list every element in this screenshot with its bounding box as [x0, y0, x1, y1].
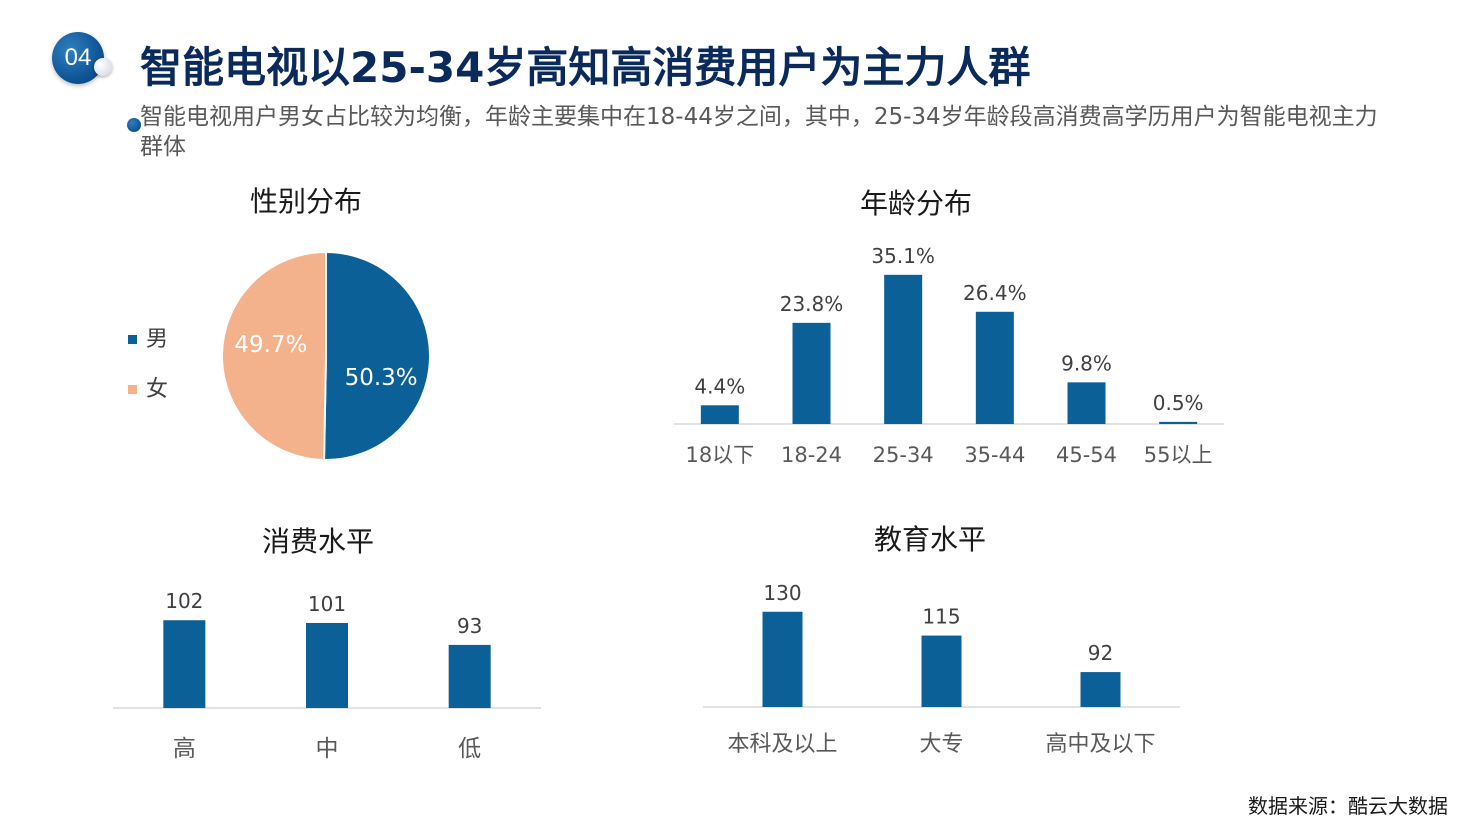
- legend-label-female: 女: [146, 377, 168, 402]
- legend-marker-female: [128, 385, 137, 394]
- consumption-bar: [448, 644, 491, 708]
- age-bar: [1067, 382, 1106, 424]
- age-chart-title: 年龄分布: [860, 187, 973, 220]
- legend-marker-male: [128, 335, 137, 344]
- age-bar: [884, 274, 923, 424]
- consumption-category-label: 高: [173, 736, 196, 762]
- age-category-label: 18-24: [781, 443, 842, 467]
- education-chart-title: 教育水平: [874, 523, 987, 556]
- badge-small-dot-icon: [127, 118, 141, 132]
- data-source: 数据来源：酷云大数据: [1248, 794, 1448, 818]
- age-data-label: 0.5%: [1153, 391, 1204, 415]
- age-data-label: 35.1%: [871, 244, 935, 268]
- education-data-label: 92: [1088, 641, 1113, 665]
- age-data-label: 9.8%: [1061, 351, 1112, 375]
- consumption-data-label: 93: [457, 614, 482, 638]
- age-category-label: 55以上: [1144, 443, 1213, 467]
- age-data-label: 26.4%: [963, 281, 1027, 305]
- age-category-label: 25-34: [873, 443, 934, 467]
- page-title: 智能电视以25-34岁高知高消费用户为主力人群: [140, 43, 1031, 92]
- age-bar: [792, 322, 831, 424]
- consumption-data-label: 101: [308, 592, 346, 616]
- consumption-category-label: 中: [316, 736, 339, 762]
- education-data-label: 130: [763, 581, 801, 605]
- consumption-bar: [306, 622, 348, 708]
- consumption-category-label: 低: [458, 736, 481, 762]
- consumption-data-label: 102: [165, 589, 203, 613]
- age-category-label: 35-44: [964, 443, 1025, 467]
- education-category-label: 本科及以上: [727, 732, 837, 757]
- age-category-label: 45-54: [1056, 443, 1117, 467]
- education-bar: [921, 635, 962, 707]
- pie-slice-male: [323, 250, 431, 461]
- age-bar: [700, 405, 739, 424]
- pie-slice-female: [221, 250, 327, 462]
- age-data-label: 23.8%: [780, 292, 844, 316]
- education-bar: [1080, 672, 1121, 707]
- education-category-label: 大专: [919, 732, 963, 757]
- gender-chart-title: 性别分布: [250, 185, 363, 218]
- age-category-label: 18以下: [685, 443, 754, 467]
- badge-dot-icon: [94, 58, 112, 76]
- education-data-label: 115: [922, 605, 960, 629]
- education-bar: [762, 611, 803, 707]
- age-bar: [1159, 421, 1198, 424]
- page-subtitle: 智能电视用户男女占比较为均衡，年龄主要集中在18-44岁之间，其中，25-34岁…: [140, 104, 1378, 160]
- consumption-chart-title: 消费水平: [262, 525, 375, 558]
- badge-number: 04: [64, 44, 92, 71]
- pie-label-female: 49.7%: [234, 332, 307, 358]
- education-category-label: 高中及以下: [1045, 732, 1155, 757]
- age-data-label: 4.4%: [694, 374, 745, 398]
- age-bar: [975, 311, 1014, 424]
- legend-label-male: 男: [146, 327, 168, 352]
- consumption-bar: [163, 620, 206, 708]
- pie-label-male: 50.3%: [345, 365, 418, 391]
- section-badge: 04: [52, 32, 141, 132]
- badge-circle: [52, 32, 104, 84]
